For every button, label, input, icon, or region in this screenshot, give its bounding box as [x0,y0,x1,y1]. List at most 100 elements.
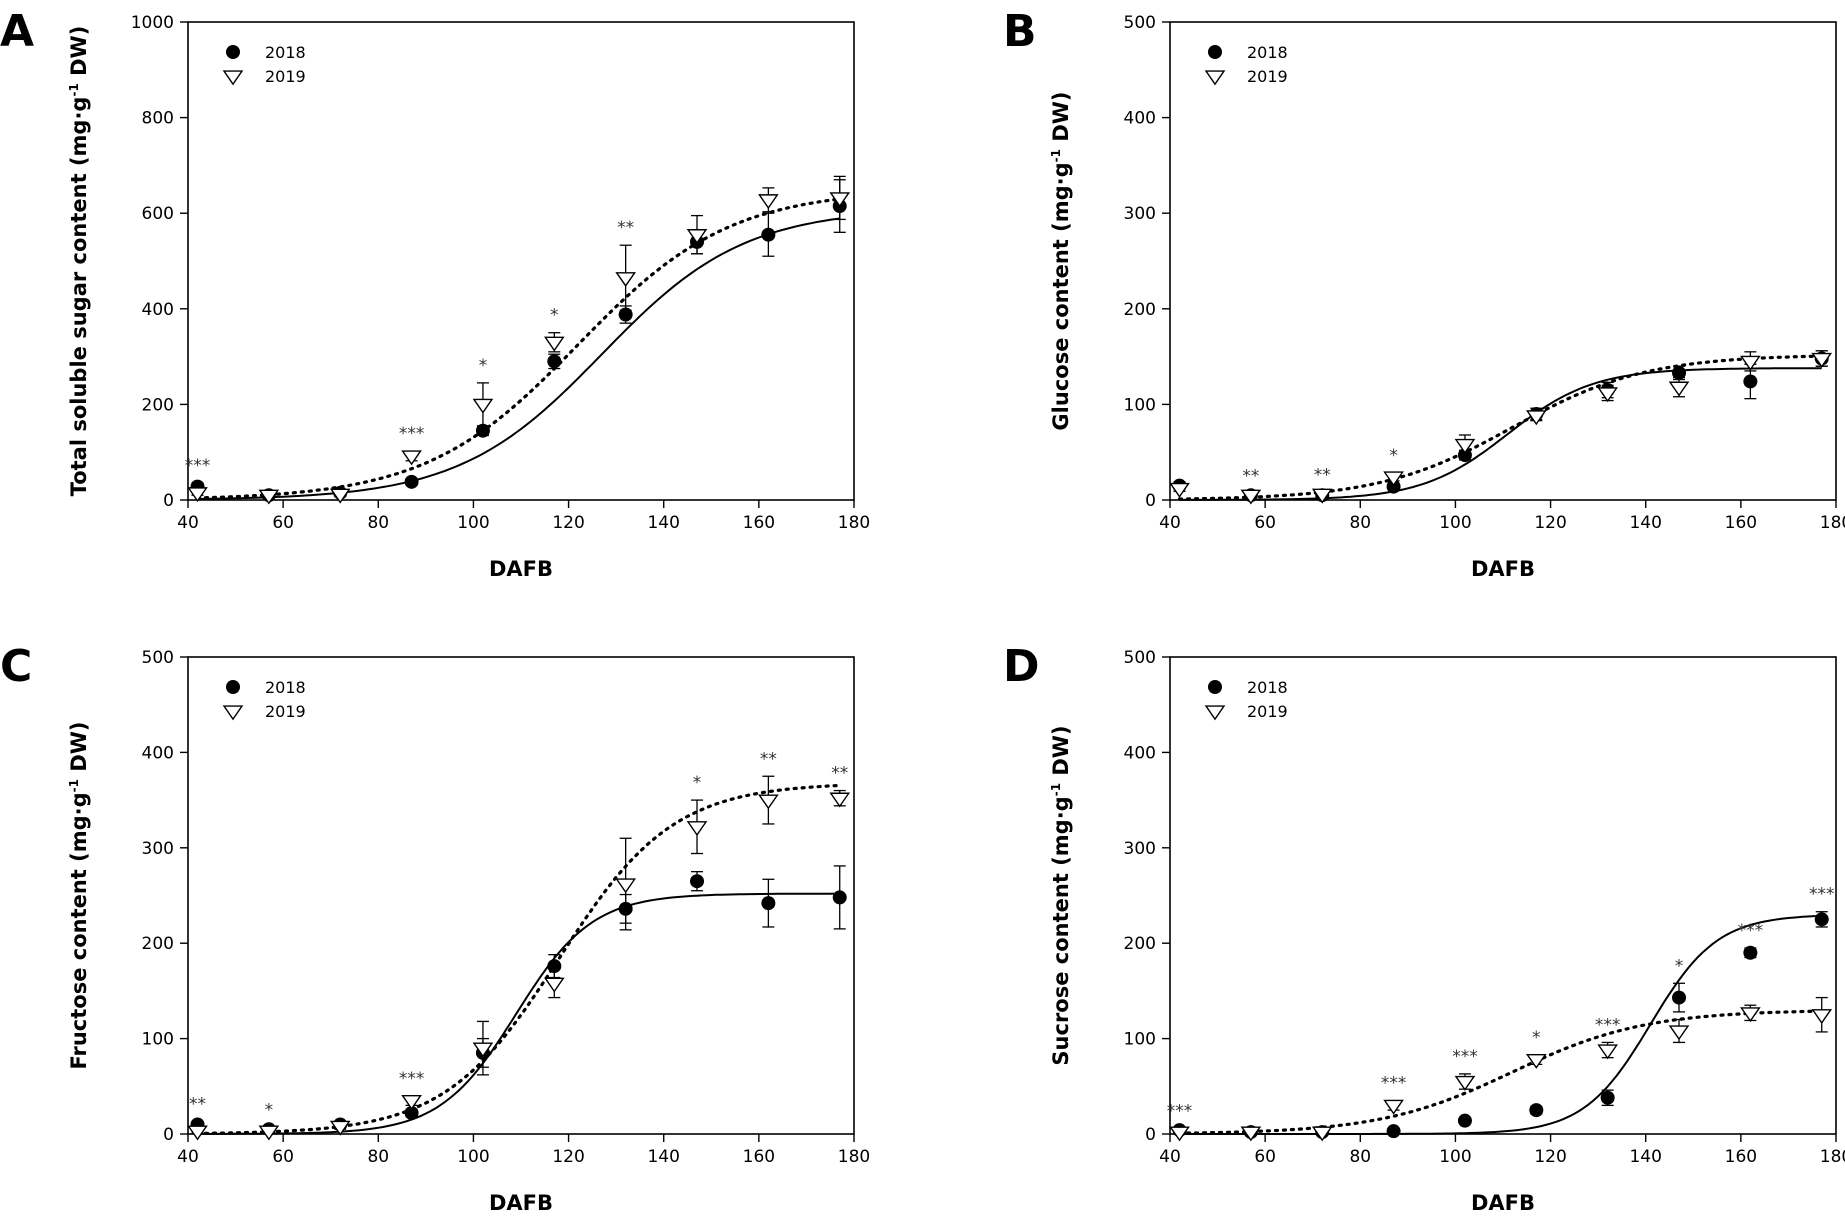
fit-curve-2018 [1179,914,1822,1135]
x-tick-label: 140 [1629,513,1661,533]
significance-label: *** [1381,1074,1407,1094]
x-axis-title-c: DAFB [489,1191,553,1215]
significance-label: *** [1809,885,1835,905]
y-tick-label: 200 [1124,934,1156,954]
x-tick-label: 120 [552,513,584,533]
data-point-2019 [1454,438,1476,454]
x-tick-label: 60 [1254,513,1276,533]
data-point-2019 [1311,1126,1333,1142]
significance-label: * [1389,446,1398,466]
x-tick-label: 160 [743,1147,775,1167]
data-point-2019 [1311,488,1333,504]
data-point-2019 [329,1120,351,1136]
data-point-2019 [1525,1053,1547,1069]
x-tick-label: 40 [1159,1147,1181,1167]
significance-label: *** [185,456,211,476]
fit-curve-2019 [1177,354,1824,501]
data-point-2018 [547,959,562,974]
data-point-2019 [686,821,708,837]
data-point-2018 [618,307,633,322]
significance-label: ** [831,764,848,784]
y-tick-label: 200 [1124,300,1156,320]
significance-label: * [550,306,559,326]
data-point-2018 [1672,990,1687,1005]
data-point-2019 [829,792,851,808]
legend-marker-2018 [1208,680,1222,694]
x-tick-label: 180 [838,513,870,533]
data-point-2019 [1169,1126,1190,1142]
data-point-2019 [1597,1044,1618,1060]
significance-label: * [479,356,488,376]
data-point-2018 [1600,1090,1615,1105]
y-axis-title-c: Fructose content (mg·g-1 DW) [67,721,91,1069]
significance-label: * [693,773,702,793]
x-axis-title-a: DAFB [489,557,553,581]
y-axis-title-d: Sucrose content (mg·g-1 DW) [1049,725,1073,1065]
x-tick-label: 140 [647,1147,679,1167]
significance-label: *** [1738,921,1764,941]
data-point-2019 [1668,381,1690,397]
x-tick-label: 40 [1159,513,1181,533]
plot-frame-b [1169,21,1837,501]
data-point-2019 [1668,1025,1690,1041]
y-tick-label: 100 [1124,1030,1156,1050]
data-point-2018 [1529,1103,1544,1118]
data-point-2019 [1597,387,1618,403]
significance-label: *** [1452,1047,1478,1067]
y-tick-label: 0 [163,1125,174,1145]
significance-label: * [1532,1028,1541,1048]
x-tick-label: 100 [457,1147,489,1167]
x-tick-label: 160 [743,513,775,533]
x-tick-label: 100 [457,513,489,533]
fit-curve-2019 [195,197,842,500]
y-tick-label: 100 [142,1030,174,1050]
data-point-2019 [472,398,494,414]
plot-frame-d [1169,656,1837,1135]
x-tick-label: 60 [1254,1147,1276,1167]
fit-curve-2019 [1177,1009,1824,1135]
data-point-2019 [829,192,851,208]
significance-label: *** [399,424,425,444]
data-point-2018 [761,227,776,242]
y-tick-label: 0 [163,491,174,511]
legend-marker-2019 [1204,705,1226,721]
y-axis-title-a: Total soluble sugar content (mg·g-1 DW) [67,26,91,497]
legend-marker-2018 [1208,45,1222,59]
data-point-2019 [543,977,565,993]
y-axis-title-b: Glucose content (mg·g-1 DW) [1049,91,1073,430]
data-point-2018 [1814,912,1829,927]
y-tick-label: 400 [1124,743,1156,763]
x-tick-label: 160 [1725,513,1757,533]
data-point-2019 [1740,1007,1761,1023]
data-point-2019 [401,450,422,466]
legend-label-2018: 2018 [1247,678,1288,697]
x-tick-label: 80 [1349,513,1371,533]
data-point-2018 [404,1106,419,1121]
x-tick-label: 120 [1534,1147,1566,1167]
data-point-2019 [1240,489,1262,505]
data-point-2018 [1743,945,1758,960]
data-point-2019 [758,794,779,810]
y-tick-label: 500 [142,648,174,668]
y-tick-label: 300 [1124,839,1156,859]
data-point-2019 [1454,1075,1476,1091]
data-point-2019 [543,336,565,352]
x-tick-label: 180 [1820,513,1845,533]
y-tick-label: 300 [142,839,174,859]
legend-label-2019: 2019 [265,67,306,86]
x-tick-label: 120 [1534,513,1566,533]
data-point-2018 [1386,1124,1401,1139]
legend-label-2018: 2018 [1247,43,1288,62]
data-point-2019 [401,1094,422,1110]
x-tick-label: 140 [1629,1147,1661,1167]
data-point-2019 [1169,482,1190,498]
x-tick-label: 40 [177,1147,199,1167]
legend-label-2018: 2018 [265,678,306,697]
plot-frame-c [187,656,855,1135]
x-tick-label: 120 [552,1147,584,1167]
y-tick-label: 400 [1124,109,1156,129]
y-tick-label: 800 [142,109,174,129]
data-point-2019 [472,1042,494,1058]
